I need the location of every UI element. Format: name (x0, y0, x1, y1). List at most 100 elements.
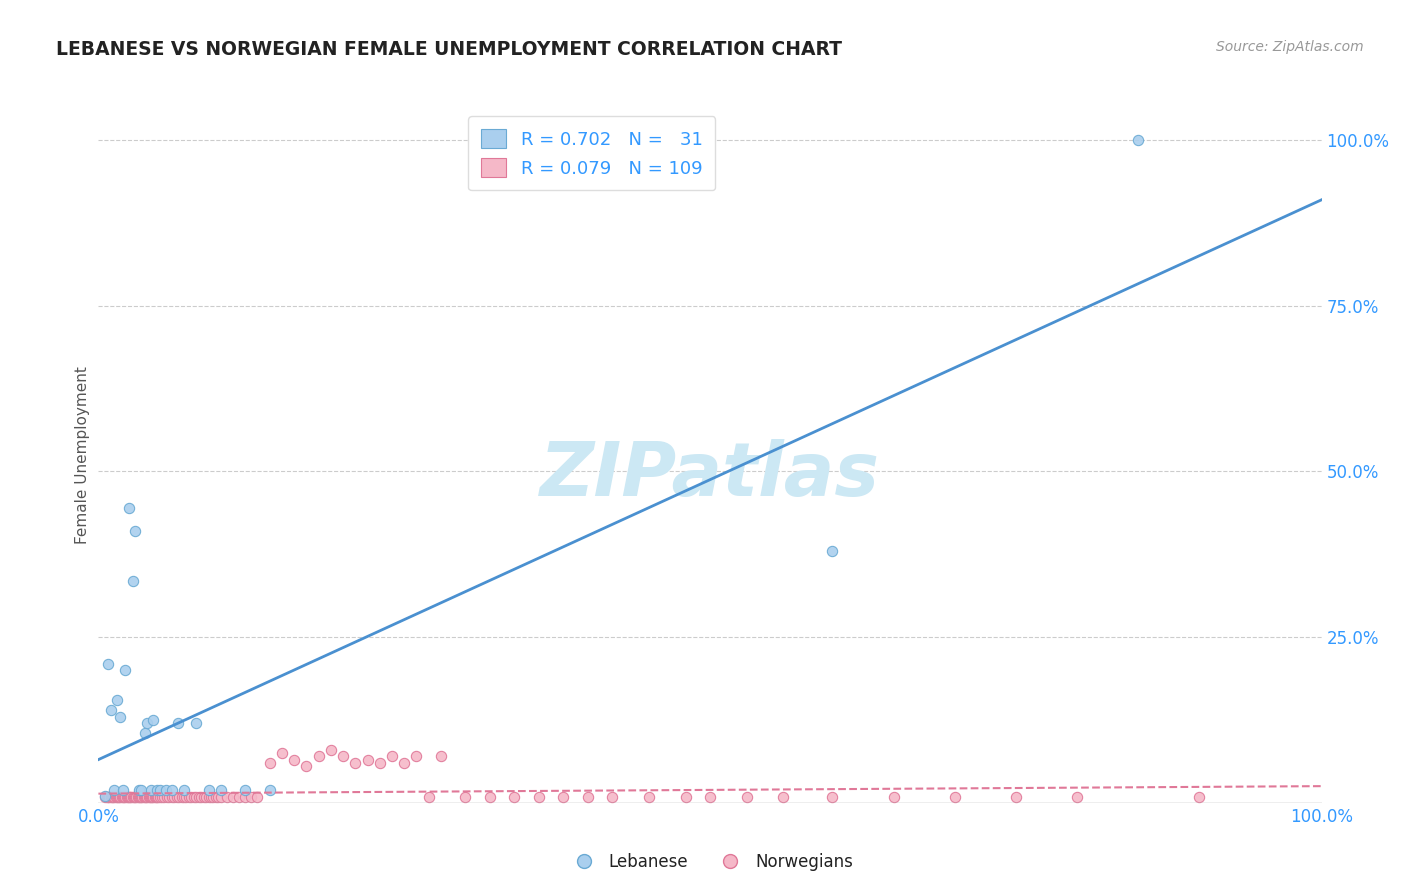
Point (105, 693, 128, 707)
Point (1128, 133, 1150, 147)
Point (202, 790, 225, 805)
Point (132, 790, 155, 805)
Point (270, 746, 294, 760)
Point (105, 790, 128, 805)
Point (233, 782, 256, 797)
Point (454, 790, 477, 805)
Point (772, 790, 794, 805)
Point (128, 790, 150, 805)
Point (118, 500, 141, 515)
Point (478, 790, 501, 805)
Point (166, 790, 188, 805)
Point (100, 790, 122, 805)
Point (295, 759, 318, 773)
Point (207, 790, 229, 805)
Point (576, 790, 599, 805)
Point (1004, 790, 1026, 805)
Point (128, 782, 150, 797)
Point (146, 782, 169, 797)
Point (405, 749, 427, 764)
Point (222, 790, 245, 805)
Point (127, 790, 149, 805)
Point (430, 749, 453, 764)
Point (129, 782, 152, 797)
Point (139, 790, 162, 805)
Point (142, 713, 165, 727)
Point (157, 790, 180, 805)
Point (503, 790, 526, 805)
Point (120, 790, 142, 805)
Point (118, 790, 141, 805)
Point (108, 790, 131, 805)
Point (149, 782, 172, 797)
Point (149, 790, 172, 805)
Point (93, 790, 115, 805)
Point (187, 790, 209, 805)
Point (145, 790, 167, 805)
Point (821, 790, 844, 805)
Point (183, 790, 205, 805)
Text: LEBANESE VS NORWEGIAN FEMALE UNEMPLOYMENT CORRELATION CHART: LEBANESE VS NORWEGIAN FEMALE UNEMPLOYMEN… (56, 40, 842, 59)
Point (418, 790, 440, 805)
Point (600, 790, 623, 805)
Point (121, 574, 143, 588)
Point (156, 790, 179, 805)
Point (121, 790, 143, 805)
Point (142, 790, 165, 805)
Point (97, 657, 120, 671)
Point (332, 749, 354, 764)
Point (129, 790, 152, 805)
Point (167, 790, 190, 805)
Point (111, 790, 134, 805)
Point (143, 790, 166, 805)
Point (193, 790, 215, 805)
Point (190, 790, 212, 805)
Point (344, 756, 367, 770)
Point (197, 782, 219, 797)
Point (392, 756, 416, 770)
Point (699, 790, 721, 805)
Point (259, 756, 281, 770)
Point (125, 790, 148, 805)
Point (103, 782, 125, 797)
Point (155, 782, 177, 797)
Point (180, 790, 202, 805)
Point (93, 789, 115, 804)
Point (735, 790, 758, 805)
Point (124, 524, 146, 538)
Point (101, 790, 124, 805)
Point (283, 753, 305, 767)
Point (117, 790, 139, 805)
Point (209, 782, 232, 797)
Point (638, 790, 661, 805)
Point (319, 743, 342, 757)
Point (356, 753, 378, 767)
Point (114, 790, 136, 805)
Legend: Lebanese, Norwegians: Lebanese, Norwegians (561, 847, 859, 878)
Point (148, 790, 170, 805)
Point (136, 790, 159, 805)
Point (139, 790, 162, 805)
Text: ZIPatlas: ZIPatlas (540, 439, 880, 512)
Point (215, 790, 238, 805)
Y-axis label: Female Unemployment: Female Unemployment (75, 366, 90, 544)
Point (122, 790, 145, 805)
Point (131, 790, 153, 805)
Point (209, 790, 232, 805)
Point (1066, 790, 1088, 805)
Point (139, 782, 162, 797)
Point (186, 790, 208, 805)
Point (308, 749, 330, 764)
Point (176, 790, 198, 805)
Point (150, 790, 173, 805)
Point (160, 790, 183, 805)
Point (104, 790, 127, 805)
Point (134, 726, 156, 740)
Point (110, 709, 132, 723)
Point (553, 790, 575, 805)
Point (173, 782, 195, 797)
Point (943, 790, 966, 805)
Point (110, 790, 132, 805)
Point (160, 782, 183, 797)
Point (124, 790, 146, 805)
